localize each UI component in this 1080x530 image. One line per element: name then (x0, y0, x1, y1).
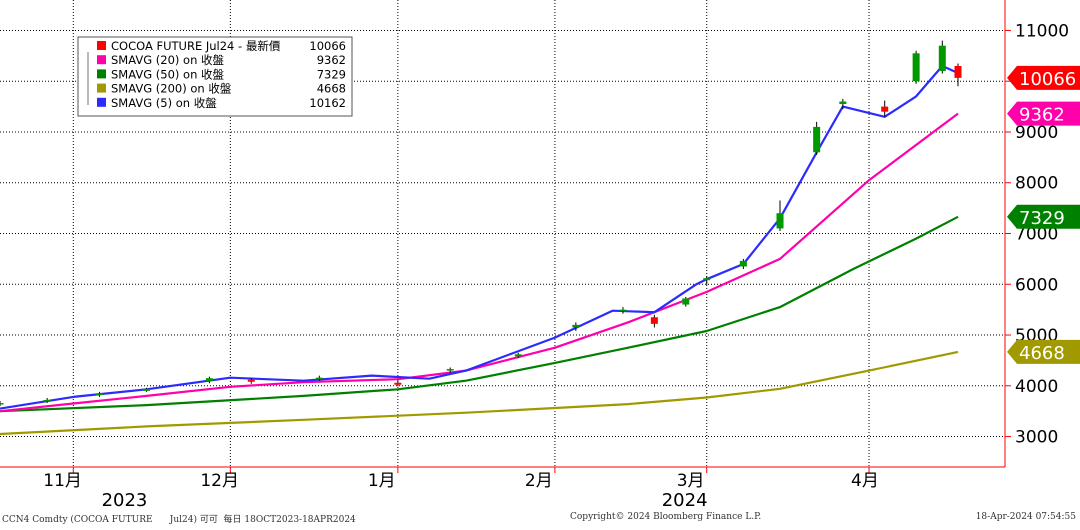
candle-body (938, 45, 946, 72)
moving-average-lines (0, 64, 959, 436)
price-tag (1007, 101, 1080, 126)
x-year-label: 2024 (662, 490, 708, 511)
legend-box: COCOA FUTURE Jul24 - 最新價 10066 SMAVG (20) … (77, 36, 353, 117)
x-month-label: 4月 (851, 471, 879, 491)
price-tag (1007, 339, 1080, 364)
candle-body (572, 324, 580, 328)
series-line (0, 350, 959, 436)
x-month-label: 11月 (43, 471, 82, 491)
candle-body (650, 317, 658, 324)
candle-body (205, 378, 213, 382)
candle-body (247, 379, 255, 382)
price-tag (1007, 65, 1080, 90)
candle-body (954, 65, 962, 78)
y-tick-label: 4000 (1015, 377, 1058, 397)
y-tick-label: 9000 (1015, 123, 1058, 143)
legend-label: SMAVG (5) on 收盤 (111, 96, 217, 110)
candle-body (315, 377, 323, 380)
candle-body (813, 126, 821, 153)
x-month-label: 2月 (525, 471, 553, 491)
y-tick-label: 7000 (1015, 225, 1058, 245)
candle-body (95, 393, 103, 395)
series-line (0, 64, 959, 410)
price-tag-label: 4668 (1019, 343, 1065, 364)
footer-copyright: Copyright© 2024 Bloomberg Finance L.P. (570, 512, 762, 522)
candle-body (739, 260, 747, 267)
legend-label: SMAVG (50) on 收盤 (111, 67, 225, 81)
legend-frame (77, 36, 353, 117)
candle-body (839, 101, 847, 105)
x-month-label: 3月 (677, 471, 705, 491)
price-tag-label: 7329 (1019, 208, 1065, 229)
legend-value: 7329 (317, 67, 346, 81)
legend-value: 10066 (309, 39, 346, 53)
candle-body (446, 369, 454, 371)
price-tags: 10066 9362 7329 4668 (1007, 65, 1080, 364)
candle-body (143, 388, 151, 391)
legend-swatch (97, 83, 106, 93)
y-tick-label: 3000 (1015, 428, 1058, 448)
y-tick-label: 11000 (1015, 21, 1069, 41)
legend-value: 4668 (317, 82, 346, 96)
legend-swatch (97, 41, 106, 50)
legend-label: SMAVG (200) on 收盤 (111, 82, 232, 96)
candlesticks (0, 40, 962, 407)
series-line (0, 215, 959, 413)
price-tag-label: 9362 (1019, 105, 1065, 126)
legend-swatch (97, 97, 106, 107)
candle-body (912, 53, 920, 82)
legend-swatch (97, 69, 106, 79)
candle-body (682, 298, 690, 305)
price-tag-label: 10066 (1019, 69, 1076, 90)
y-tick-label: 8000 (1015, 174, 1058, 194)
footer-timestamp: 18-Apr-2024 07:54:55 (975, 512, 1076, 522)
legend-label: COCOA FUTURE Jul24 - 最新價 (111, 39, 281, 53)
legend-swatch (97, 55, 106, 65)
candle-body (619, 309, 627, 312)
x-year-label: 2023 (102, 490, 148, 511)
candle-body (43, 399, 51, 402)
x-month-label: 1月 (368, 471, 396, 491)
grid (0, 0, 1005, 467)
candle-body (0, 403, 4, 405)
legend-value: 10162 (309, 96, 346, 110)
legend-value: 9362 (317, 53, 346, 67)
x-month-label: 12月 (200, 471, 239, 491)
candle-body (703, 278, 711, 281)
price-tag (1007, 204, 1080, 229)
candle-body (394, 382, 402, 385)
candle-body (776, 213, 784, 229)
candle-body (514, 354, 522, 357)
legend-label: SMAVG (20) on 收盤 (111, 53, 225, 67)
candle-body (881, 106, 889, 112)
footer-ticker-info: CCN4 Comdty (COCOA FUTURE Jul24) 可可 每日 1… (2, 515, 356, 525)
y-tick-label: 6000 (1015, 275, 1058, 295)
